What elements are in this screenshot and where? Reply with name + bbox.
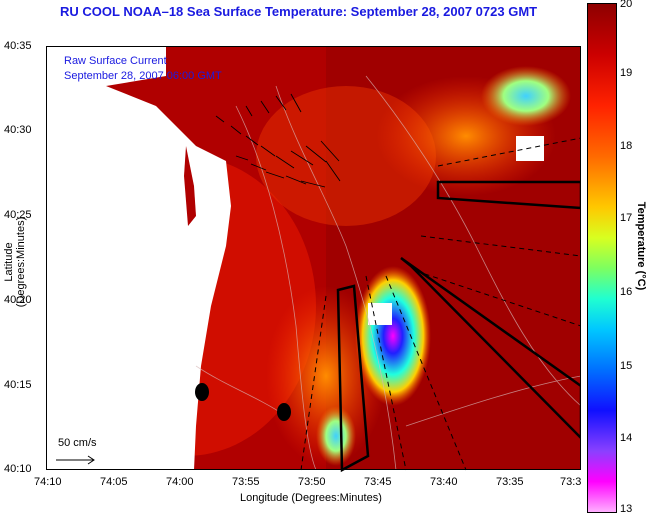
y-tick: 40:15 <box>4 379 32 391</box>
y-tick: 40:30 <box>4 124 32 136</box>
cold-upwelling-spot <box>355 266 431 406</box>
colorbar <box>587 3 617 513</box>
x-tick: 73:40 <box>430 476 458 488</box>
current-timestamp: September 28, 2007 06:00 GMT <box>64 70 222 82</box>
current-vectors <box>215 93 341 188</box>
y-tick: 40:20 <box>4 294 32 306</box>
colorbar-tick: 19 <box>620 67 633 79</box>
x-tick: 74:05 <box>100 476 128 488</box>
colorbar-tick: 17 <box>620 212 633 224</box>
map-title: RU COOL NOAA–18 Sea Surface Temperature:… <box>60 4 538 19</box>
scale-arrow-icon <box>56 455 95 465</box>
colorbar-tick: 18 <box>620 140 633 152</box>
x-tick: 73:3 <box>560 476 582 488</box>
y-tick: 40:25 <box>4 209 32 221</box>
y-tick: 40:35 <box>4 40 32 52</box>
x-tick: 73:55 <box>232 476 260 488</box>
x-tick: 74:10 <box>34 476 62 488</box>
x-tick: 73:35 <box>496 476 524 488</box>
x-tick: 73:50 <box>298 476 326 488</box>
colorbar-tick: 14 <box>620 432 633 444</box>
scale-label: 50 cm/s <box>58 437 97 449</box>
y-axis-title: Latitude (Degrees:Minutes) <box>3 216 27 308</box>
colorbar-tick: 13 <box>620 503 633 515</box>
y-tick: 40:10 <box>4 463 32 475</box>
x-axis-title: Longitude (Degrees:Minutes) <box>240 492 382 504</box>
sst-map <box>46 46 581 473</box>
current-label: Raw Surface Current <box>64 55 167 67</box>
colorbar-tick: 16 <box>620 286 633 298</box>
colorbar-tick: 15 <box>620 360 633 372</box>
colorbar-title: Temperature (°C) <box>635 201 647 291</box>
x-tick: 73:45 <box>364 476 392 488</box>
colorbar-tick: 20 <box>620 0 633 10</box>
x-tick: 74:00 <box>166 476 194 488</box>
